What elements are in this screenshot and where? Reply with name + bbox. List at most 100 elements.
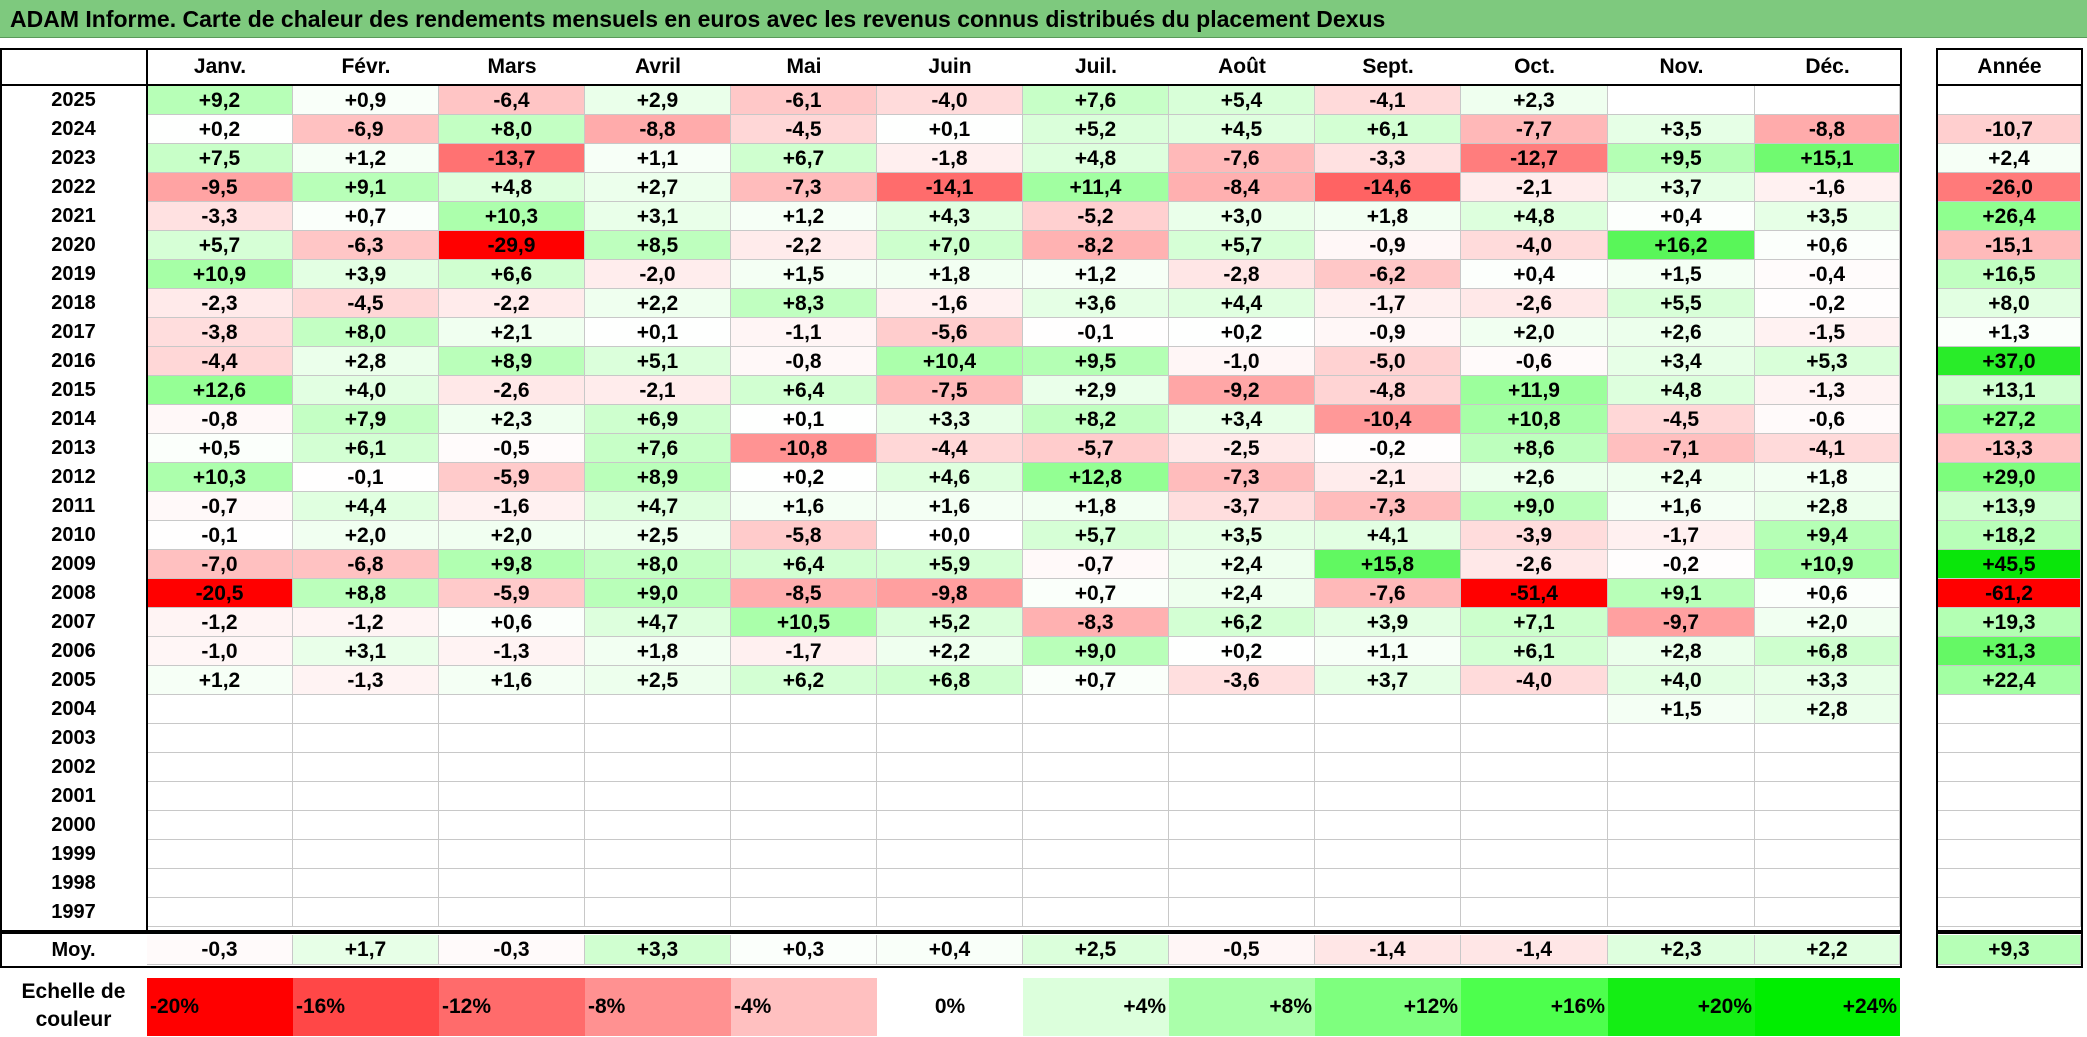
heatmap-cell: +0,6: [439, 608, 585, 637]
heatmap-cell: -2,0: [585, 260, 731, 289]
legend-swatch: +24%: [1755, 978, 1900, 1036]
heatmap-cell: [585, 811, 731, 840]
heatmap-cell: [1315, 753, 1461, 782]
heatmap-cell: +3,5: [1608, 115, 1755, 144]
row-year-label: 2010: [51, 524, 96, 546]
heatmap-cell: -2,1: [1315, 463, 1461, 492]
heatmap-cell: -10,4: [1315, 405, 1461, 434]
heatmap-cell: +1,8: [1755, 463, 1900, 492]
heatmap-cell: [1169, 782, 1315, 811]
heatmap-cell: -6,1: [731, 86, 877, 115]
row-year-label: 2021: [51, 205, 96, 227]
heatmap-cell: [585, 869, 731, 898]
heatmap-cell: [585, 840, 731, 869]
heatmap-cell: [1461, 898, 1608, 927]
heatmap-cell: [585, 753, 731, 782]
heatmap-cell: +9,4: [1755, 521, 1900, 550]
row-year-label: 2008: [51, 582, 96, 604]
heatmap-cell: +15,8: [1315, 550, 1461, 579]
heatmap-cell: [1315, 695, 1461, 724]
heatmap-cell: -3,7: [1169, 492, 1315, 521]
heatmap-cell: -1,7: [1608, 521, 1755, 550]
heatmap-cell: +0,4: [1461, 260, 1608, 289]
heatmap-cell: +1,2: [731, 202, 877, 231]
heatmap-cell: [877, 898, 1023, 927]
heatmap-cell: +2,4: [1169, 579, 1315, 608]
heatmap-cell: -2,8: [1169, 260, 1315, 289]
heatmap-cell: [585, 898, 731, 927]
heatmap-cell: [293, 724, 439, 753]
heatmap-cell: +3,9: [293, 260, 439, 289]
heatmap-cell: [1315, 782, 1461, 811]
heatmap-cell: +3,0: [1169, 202, 1315, 231]
heatmap-cell: [1755, 782, 1900, 811]
row-year-label: 2020: [51, 234, 96, 256]
heatmap-cell: +1,8: [1023, 492, 1169, 521]
month-header: Juin: [928, 55, 972, 78]
heatmap-cell: +4,8: [1023, 144, 1169, 173]
heatmap-cell: -7,1: [1608, 434, 1755, 463]
heatmap-cell: +4,0: [1608, 666, 1755, 695]
heatmap-cell: -9,7: [1608, 608, 1755, 637]
heatmap-cell: -3,3: [147, 202, 293, 231]
heatmap-cell: +1,6: [439, 666, 585, 695]
heatmap-cell: [1315, 840, 1461, 869]
heatmap-cell: -4,5: [1608, 405, 1755, 434]
heatmap-cell: [147, 869, 293, 898]
row-year-label: 2024: [51, 118, 96, 140]
heatmap-cell: [1608, 898, 1755, 927]
heatmap-cell: -14,1: [877, 173, 1023, 202]
annual-cell: +31,3: [1938, 637, 2081, 666]
heatmap-cell: -7,5: [877, 376, 1023, 405]
annual-cell: +29,0: [1938, 463, 2081, 492]
heatmap-cell: -7,6: [1315, 579, 1461, 608]
average-cell: +1,7: [293, 935, 439, 965]
heatmap-cell: [439, 753, 585, 782]
annual-cell: +16,5: [1938, 260, 2081, 289]
heatmap-cell: [1169, 724, 1315, 753]
heatmap-cell: +2,8: [1755, 695, 1900, 724]
heatmap-cell: [1169, 840, 1315, 869]
heatmap-cell: -20,5: [147, 579, 293, 608]
heatmap-cell: -0,4: [1755, 260, 1900, 289]
heatmap-cell: +0,2: [1169, 318, 1315, 347]
heatmap-cell: -0,6: [1755, 405, 1900, 434]
heatmap-cell: -7,7: [1461, 115, 1608, 144]
heatmap-cell: +12,6: [147, 376, 293, 405]
heatmap-cell: -1,6: [877, 289, 1023, 318]
annual-cell: +45,5: [1938, 550, 2081, 579]
legend-swatch: -8%: [585, 978, 731, 1036]
heatmap-cell: -8,8: [585, 115, 731, 144]
annual-cell: [1938, 898, 2081, 927]
heatmap-cell: [1755, 898, 1900, 927]
row-year-label: 1997: [51, 901, 96, 923]
heatmap-cell: -2,6: [1461, 289, 1608, 318]
heatmap-cell: +7,6: [585, 434, 731, 463]
heatmap-cell: +5,7: [1023, 521, 1169, 550]
heatmap-cell: -1,8: [877, 144, 1023, 173]
heatmap-cell: +2,5: [585, 666, 731, 695]
annual-cell: [1938, 724, 2081, 753]
heatmap-cell: +3,7: [1608, 173, 1755, 202]
heatmap-cell: -12,7: [1461, 144, 1608, 173]
row-year-label: 2006: [51, 640, 96, 662]
heatmap-cell: -6,2: [1315, 260, 1461, 289]
heatmap-cell: +7,6: [1023, 86, 1169, 115]
heatmap-cell: +4,8: [439, 173, 585, 202]
heatmap-cell: +1,5: [1608, 695, 1755, 724]
heatmap-cell: -5,2: [1023, 202, 1169, 231]
heatmap-cell: +2,7: [585, 173, 731, 202]
heatmap-cell: [147, 695, 293, 724]
annual-cell: -15,1: [1938, 231, 2081, 260]
heatmap-cell: +11,4: [1023, 173, 1169, 202]
heatmap-cell: +10,3: [439, 202, 585, 231]
month-header: Août: [1218, 55, 1266, 78]
heatmap-cell: +6,4: [731, 550, 877, 579]
heatmap-cell: +3,5: [1169, 521, 1315, 550]
heatmap-cell: [731, 840, 877, 869]
average-cell: -0,3: [147, 935, 293, 965]
heatmap-cell: +5,3: [1755, 347, 1900, 376]
heatmap-cell: +2,9: [585, 86, 731, 115]
heatmap-cell: [147, 724, 293, 753]
annual-cell: [1938, 869, 2081, 898]
